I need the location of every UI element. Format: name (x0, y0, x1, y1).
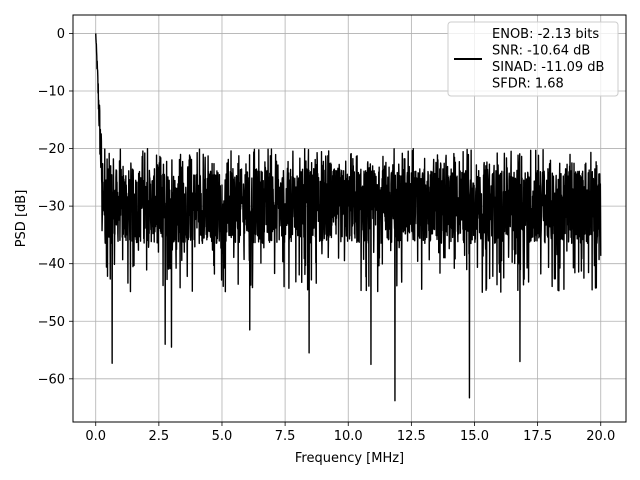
x-tick-label: 7.5 (275, 429, 296, 444)
legend-box (447, 21, 619, 97)
x-tick-label: 17.5 (523, 429, 552, 444)
legend-entry-sfdr: SFDR: 1.68 (492, 77, 564, 92)
x-tick-label: 12.5 (397, 429, 426, 444)
legend-entry-sinad: SINAD: -11.09 dB (492, 60, 604, 75)
legend: ENOB: -2.13 bits SNR: -10.64 dB SINAD: -… (447, 21, 619, 97)
y-tick-label: −30 (38, 200, 65, 215)
y-tick-label: −20 (38, 142, 65, 157)
y-axis: 0 −10 −20 −30 −40 −50 −60 (38, 27, 73, 387)
x-tick-label: 20.0 (586, 429, 615, 444)
x-tick-label: 15.0 (460, 429, 489, 444)
x-axis: 0.0 2.5 5.0 7.5 10.0 12.5 15.0 17.5 20.0 (85, 422, 615, 444)
y-tick-label: −10 (38, 84, 65, 99)
y-tick-label: 0 (57, 27, 65, 42)
y-tick-label: −60 (38, 372, 65, 387)
y-axis-title: PSD [dB] (14, 190, 29, 248)
y-tick-label: −50 (38, 315, 65, 330)
x-tick-label: 5.0 (212, 429, 233, 444)
plot-frame (72, 14, 627, 423)
x-tick-label: 2.5 (149, 429, 170, 444)
psd-series-line (95, 33, 602, 402)
legend-entry-snr: SNR: -10.64 dB (492, 44, 590, 59)
x-axis-title: Frequency [MHz] (295, 451, 404, 466)
legend-entry-enob: ENOB: -2.13 bits (492, 27, 599, 42)
plot-area (95, 33, 602, 402)
x-tick-label: 0.0 (85, 429, 106, 444)
y-tick-label: −40 (38, 257, 65, 272)
x-tick-label: 10.0 (334, 429, 363, 444)
